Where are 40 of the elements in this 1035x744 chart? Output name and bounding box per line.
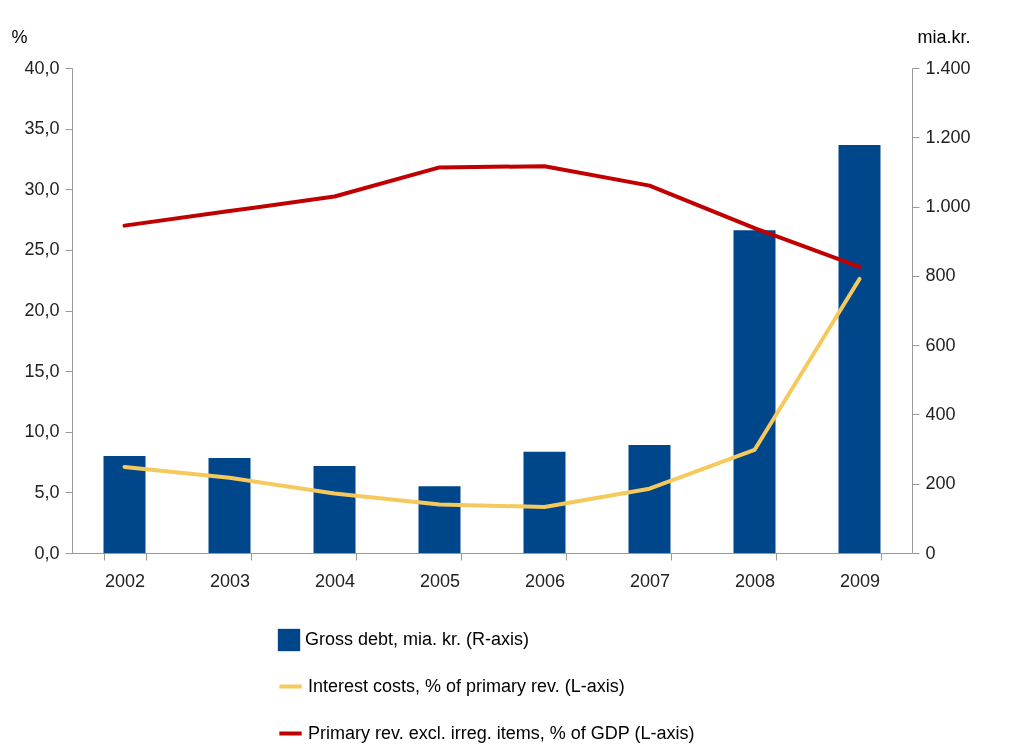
bar xyxy=(103,456,146,553)
y-tick-label: 10,0 xyxy=(24,421,60,442)
y-tick-label: 30,0 xyxy=(24,178,60,199)
bar xyxy=(733,230,776,553)
x-tick-label: 2004 xyxy=(314,570,356,591)
line-series xyxy=(122,276,862,509)
y2-tick-label: 200 xyxy=(925,473,956,494)
x-tick-label: 2002 xyxy=(104,570,146,591)
y2-tick-label: 1.400 xyxy=(925,57,971,78)
y-tick-label: 35,0 xyxy=(24,118,60,139)
y2-tick-label: 600 xyxy=(925,334,956,355)
y2-tick-label: 800 xyxy=(925,265,956,286)
legend-label: Primary rev. excl. irreg. items, % of GDP (L-axis) xyxy=(308,722,695,743)
x-tick-label: 2003 xyxy=(209,570,251,591)
bar xyxy=(628,444,671,553)
bar xyxy=(208,458,251,553)
y-tick-label: 40,0 xyxy=(24,57,60,78)
y2-tick-label: 0 xyxy=(925,542,936,563)
legend-label: Interest costs, % of primary rev. (L-axis) xyxy=(308,675,625,696)
x-tick-label: 2009 xyxy=(839,570,881,591)
x-tick-label: 2006 xyxy=(524,570,566,591)
y-tick-label: 5,0 xyxy=(34,481,60,502)
y-tick-label: 25,0 xyxy=(24,239,60,260)
bar xyxy=(313,466,356,553)
bar xyxy=(523,451,566,553)
legend-label: Gross debt, mia. kr. (R-axis) xyxy=(305,629,530,649)
x-tick-label: 2005 xyxy=(419,570,461,591)
y-tick-label: 15,0 xyxy=(24,360,60,381)
y2-tick-label: 1.200 xyxy=(925,126,971,147)
y-axis-title: % xyxy=(11,26,28,47)
bar xyxy=(838,144,881,553)
y-tick-label: 0,0 xyxy=(34,542,60,563)
y2-tick-label: 1.000 xyxy=(925,196,971,217)
y-tick-label: 20,0 xyxy=(24,300,60,320)
x-tick-label: 2007 xyxy=(629,570,671,591)
x-tick-label: 2008 xyxy=(734,570,776,591)
y2-tick-label: 400 xyxy=(925,403,956,424)
bar xyxy=(418,486,461,553)
line-series xyxy=(122,164,862,269)
y2-axis-title: mia.kr. xyxy=(917,26,971,47)
